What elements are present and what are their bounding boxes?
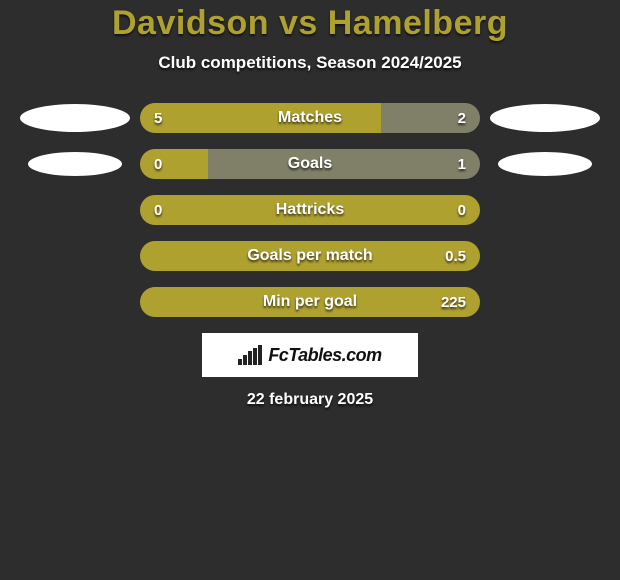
left-slot <box>10 152 140 176</box>
bar-left-fill <box>140 103 381 133</box>
stat-bar: Min per goal225 <box>140 287 480 317</box>
left-slot <box>10 104 140 132</box>
right-slot <box>480 152 610 176</box>
stat-bar: Matches52 <box>140 103 480 133</box>
brand-badge: FcTables.com <box>202 333 418 377</box>
bar-right-fill <box>381 103 480 133</box>
bar-left-fill <box>140 195 480 225</box>
bar-right-fill <box>208 149 480 179</box>
player-left-marker <box>28 152 122 176</box>
bar-chart-icon <box>238 345 264 365</box>
page-title: Davidson vs Hamelberg <box>0 4 620 43</box>
bar-left-fill <box>140 241 480 271</box>
stat-row: Goals per match0.5 <box>0 241 620 271</box>
stat-row: Goals01 <box>0 149 620 179</box>
stat-row: Hattricks00 <box>0 195 620 225</box>
bars-section: Matches52 Goals01 Hattricks00 Goals per mat… <box>0 103 620 317</box>
comparison-infographic: Davidson vs Hamelberg Club competitions,… <box>0 0 620 409</box>
right-slot <box>480 104 610 132</box>
date-label: 22 february 2025 <box>0 391 620 409</box>
stat-bar: Hattricks00 <box>140 195 480 225</box>
stat-bar: Goals01 <box>140 149 480 179</box>
bar-left-fill <box>140 287 480 317</box>
brand-text: FcTables.com <box>268 345 381 366</box>
player-right-marker <box>498 152 592 176</box>
bar-left-fill <box>140 149 208 179</box>
player-right-marker <box>490 104 600 132</box>
stat-row: Min per goal225 <box>0 287 620 317</box>
stat-bar: Goals per match0.5 <box>140 241 480 271</box>
player-left-marker <box>20 104 130 132</box>
stat-row: Matches52 <box>0 103 620 133</box>
subtitle: Club competitions, Season 2024/2025 <box>0 53 620 73</box>
